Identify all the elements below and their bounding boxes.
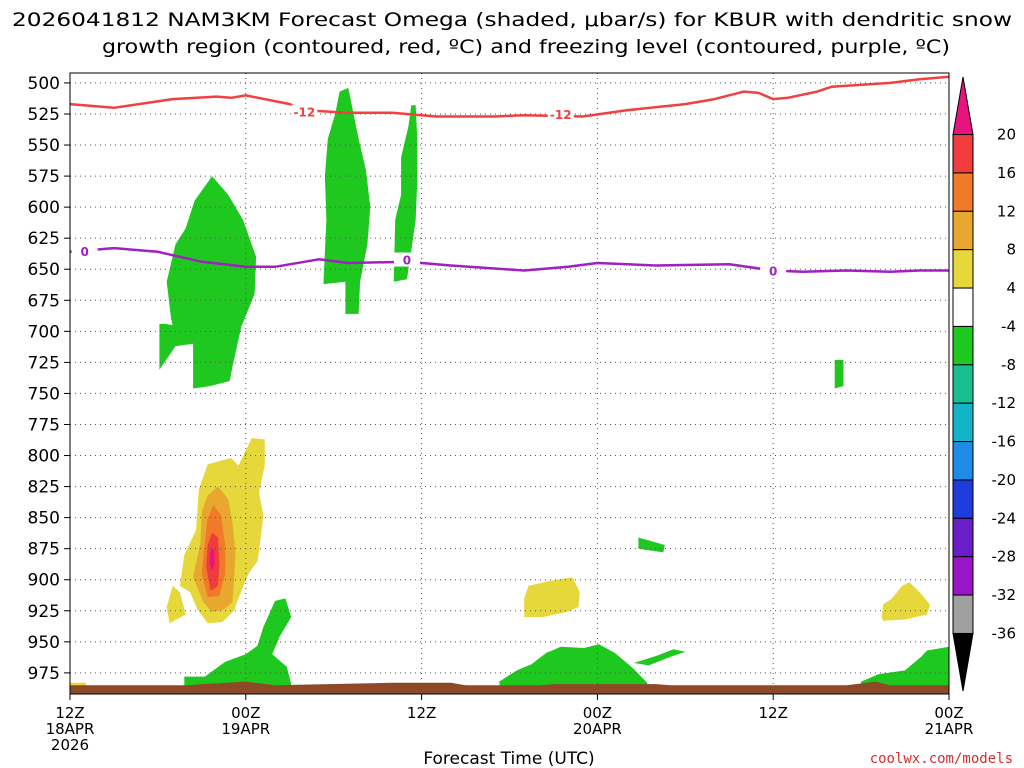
x-tick-label-36-1: 20APR	[573, 720, 622, 738]
colorbar-bin-0	[952, 76, 974, 136]
omega-region-6	[204, 598, 292, 694]
colorbar-bin-6	[952, 325, 974, 366]
colorbar-label-4: 4	[1006, 279, 1016, 297]
y-tick-label-600: 600	[28, 198, 60, 218]
terrain-layer	[70, 681, 949, 694]
x-axis-title: Forecast Time (UTC)	[423, 749, 594, 768]
colorbar-label-2: 12	[997, 202, 1016, 220]
contour-line-1	[70, 246, 949, 273]
y-tick-label-700: 700	[28, 322, 60, 342]
colorbar-bin-4	[952, 249, 974, 289]
x-tick-label-36-0: 00Z	[583, 704, 612, 722]
omega-shading	[70, 87, 949, 694]
omega-region-10	[166, 585, 186, 624]
contour-label-1-1: 0	[403, 254, 411, 268]
colorbar: 20 16 12 8 4 -4 -8 -12 -16 -20 -24 -28 -32 -36	[952, 76, 1017, 692]
colorbar-label-7: -12	[992, 394, 1017, 412]
colorbar-bin-14	[952, 632, 974, 692]
y-tick-label-550: 550	[28, 136, 60, 156]
omega-region-8	[634, 649, 686, 666]
contour-label-bg-1-2	[760, 263, 787, 278]
colorbar-bin-2	[952, 172, 974, 212]
colorbar-bin-9	[952, 441, 974, 481]
y-tick-label-975: 975	[28, 664, 60, 684]
x-tick-label-0-1: 18APR	[46, 720, 95, 738]
omega-region-7	[499, 644, 649, 694]
omega-region-9	[861, 646, 949, 694]
contour-label-0-0: -12	[294, 106, 316, 120]
chart-title-line-1: 2026041812 NAM3KM Forecast Omega (shaded…	[12, 9, 1012, 31]
plot-frame	[69, 72, 950, 695]
x-tick-label-48-0: 12Z	[759, 704, 788, 722]
omega-region-3	[834, 359, 844, 389]
colorbar-label-1: 16	[997, 164, 1016, 182]
colorbar-label-8: -16	[992, 433, 1017, 451]
contour-label-bg-0-0	[291, 104, 318, 119]
x-tick-label-12-1: 19APR	[221, 720, 270, 738]
colorbar-bin-10	[952, 479, 974, 519]
colorbar-bin-13	[952, 594, 974, 634]
x-tick-label-60-1: 21APR	[925, 720, 974, 738]
y-tick-label-625: 625	[28, 229, 60, 249]
y-tick-label-525: 525	[28, 105, 60, 125]
y-tick-label-725: 725	[28, 353, 60, 373]
colorbar-bin-3	[952, 210, 974, 251]
colorbar-label-6: -8	[1001, 356, 1016, 374]
x-tick-label-0-0: 12Z	[55, 704, 84, 722]
colorbar-label-5: -4	[1001, 317, 1016, 335]
y-tick-label-850: 850	[28, 509, 60, 529]
pressure-axis: 500 525 550 575 600 625 650 675 700 725 750 775 800 8…	[28, 74, 70, 684]
y-tick-label-675: 675	[28, 291, 60, 311]
contour-label-1-2: 0	[769, 265, 777, 279]
colorbar-label-0: 20	[997, 126, 1016, 144]
colorbar-label-11: -28	[992, 548, 1017, 566]
y-tick-label-750: 750	[28, 384, 60, 404]
contour-label-bg-1-0	[71, 243, 98, 258]
x-tick-label-24-0: 12Z	[407, 704, 436, 722]
contour-label-bg-1-1	[393, 252, 420, 267]
credit-text: coolwx.com/models	[870, 751, 1013, 767]
colorbar-bin-1	[952, 134, 974, 174]
contour-label-1-0: 0	[80, 245, 88, 259]
y-tick-label-775: 775	[28, 415, 60, 435]
x-tick-label-60-0: 00Z	[934, 704, 963, 722]
colorbar-bin-12	[952, 556, 974, 596]
y-tick-label-925: 925	[28, 602, 60, 622]
chart-title-line-2: growth region (contoured, red, ºC) and f…	[102, 36, 950, 58]
y-tick-label-950: 950	[28, 633, 60, 653]
x-tick-label-12-0: 00Z	[231, 704, 260, 722]
omega-region-13	[881, 582, 930, 621]
colorbar-bin-7	[952, 364, 974, 404]
colorbar-label-9: -20	[992, 471, 1017, 489]
omega-region-4	[638, 537, 665, 553]
y-tick-label-875: 875	[28, 540, 60, 560]
omega-region-12	[524, 577, 580, 617]
omega-region-2	[393, 105, 418, 282]
x-tick-label-0-2: 2026	[51, 736, 89, 754]
contour-line-0	[70, 75, 949, 118]
y-tick-label-900: 900	[28, 571, 60, 591]
colorbar-label-12: -32	[992, 586, 1017, 604]
colorbar-label-10: -24	[992, 509, 1017, 527]
y-tick-label-575: 575	[28, 167, 60, 187]
contour-layer: -12 -12 0 0 0	[70, 75, 949, 279]
omega-region-1	[323, 87, 371, 314]
colorbar-bin-5	[952, 287, 974, 327]
terrain-surface	[70, 681, 949, 694]
y-tick-label-650: 650	[28, 260, 60, 280]
contour-label-bg-0-1	[547, 107, 574, 122]
omega-region-0	[159, 176, 257, 389]
contour-label-0-1: -12	[550, 108, 572, 122]
colorbar-bin-8	[952, 402, 974, 443]
colorbar-label-13: -36	[992, 624, 1017, 642]
omega-region-17	[209, 547, 215, 571]
colorbar-bin-11	[952, 517, 974, 558]
y-tick-label-825: 825	[28, 478, 60, 498]
y-tick-label-500: 500	[28, 74, 60, 94]
colorbar-label-3: 8	[1006, 241, 1016, 259]
y-tick-label-800: 800	[28, 447, 60, 467]
